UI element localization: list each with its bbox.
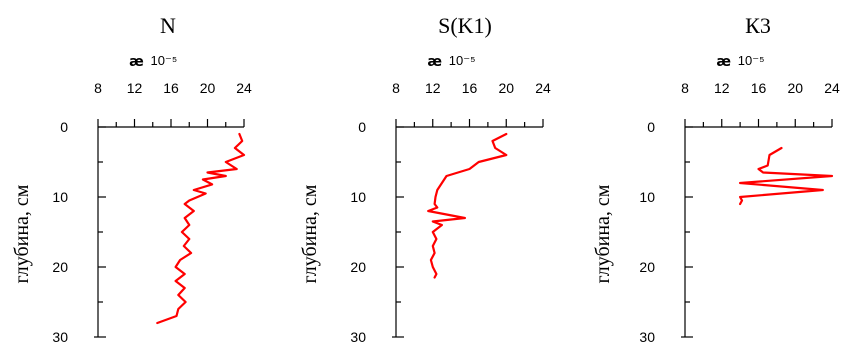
x-tick-label: 8 [392, 80, 400, 96]
unit-exponent: 10⁻⁵ [449, 53, 476, 68]
unit-symbol: æ [427, 54, 442, 70]
y-tick-label: 30 [350, 329, 366, 345]
unit-symbol: æ [129, 54, 144, 70]
x-tick-label: 24 [236, 80, 252, 96]
y-tick-label: 10 [639, 189, 655, 205]
y-tick-label: 20 [639, 259, 655, 275]
y-axis-label: глубина, см [11, 184, 33, 283]
unit-exponent: 10⁻⁵ [738, 53, 765, 68]
x-tick-label: 16 [462, 80, 478, 96]
x-tick-label: 20 [200, 80, 216, 96]
y-tick-label: 20 [52, 259, 68, 275]
x-tick-label: 12 [714, 80, 730, 96]
x-tick-label: 24 [535, 80, 551, 96]
x-tick-label: 16 [751, 80, 767, 96]
x-tick-label: 24 [824, 80, 840, 96]
x-tick-label: 8 [94, 80, 102, 96]
y-axis-label: глубина, см [299, 184, 321, 283]
y-tick-label: 0 [647, 119, 655, 135]
x-tick-label: 8 [681, 80, 689, 96]
y-tick-label: 30 [639, 329, 655, 345]
y-tick-label: 0 [60, 119, 68, 135]
y-axis-label: глубина, см [592, 184, 614, 283]
data-series-line [738, 146, 834, 206]
unit-exponent: 10⁻⁵ [151, 53, 178, 68]
x-tick-label: 12 [127, 80, 143, 96]
unit-symbol: æ [716, 54, 731, 70]
data-series-line [156, 132, 246, 325]
y-tick-label: 0 [358, 119, 366, 135]
y-tick-label: 30 [52, 329, 68, 345]
chart-title: S(K1) [438, 13, 492, 38]
data-series-line [427, 132, 508, 279]
chart-title: N [160, 13, 176, 38]
x-tick-label: 16 [163, 80, 179, 96]
x-tick-label: 20 [498, 80, 514, 96]
chart-title: К3 [745, 13, 771, 38]
x-tick-label: 12 [425, 80, 441, 96]
y-tick-label: 20 [350, 259, 366, 275]
x-tick-label: 20 [787, 80, 803, 96]
y-tick-label: 10 [52, 189, 68, 205]
y-tick-label: 10 [350, 189, 366, 205]
